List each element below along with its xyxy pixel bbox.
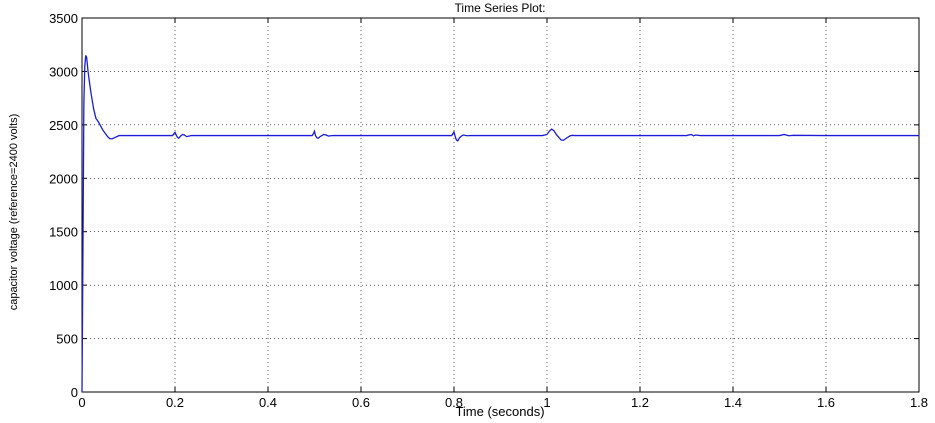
x-tick-label: 1.8: [910, 395, 928, 410]
plot-frame: [81, 17, 920, 393]
x-tick-label: 0.8: [445, 395, 463, 410]
y-tick-label: 1500: [49, 225, 78, 240]
x-tick-label: 0.4: [259, 395, 277, 410]
tick-labels: 0 0.2 0.4 0.6 0.8 1 1.2 1.4 1.6 1.8 0 500 1000 1500 20…: [49, 11, 928, 410]
series-line-capacitor-voltage: [81, 55, 919, 393]
y-tick-label: 2500: [49, 118, 78, 133]
x-tick-label: 1: [543, 395, 550, 410]
chart-title: Time Series Plot:: [455, 1, 546, 15]
x-axis-label: Time (seconds): [455, 404, 544, 419]
x-tick-label: 0.2: [166, 395, 184, 410]
y-tick-label: 1000: [49, 278, 78, 293]
x-tick-label: 0.6: [352, 395, 370, 410]
y-tick-label: 3000: [49, 64, 78, 79]
y-tick-label: 3500: [49, 11, 78, 26]
y-tick-label: 2000: [49, 171, 78, 186]
y-tick-label: 0: [71, 385, 78, 400]
x-tick-label: 1.4: [724, 395, 742, 410]
y-axis-label: capacitor voltage (reference=2400 volts): [8, 114, 20, 311]
y-tick-label: 500: [56, 332, 78, 347]
x-tick-label: 1.6: [817, 395, 835, 410]
x-tick-label: 1.2: [631, 395, 649, 410]
axis-ticks: [81, 17, 920, 393]
x-tick-label: 0: [78, 395, 85, 410]
